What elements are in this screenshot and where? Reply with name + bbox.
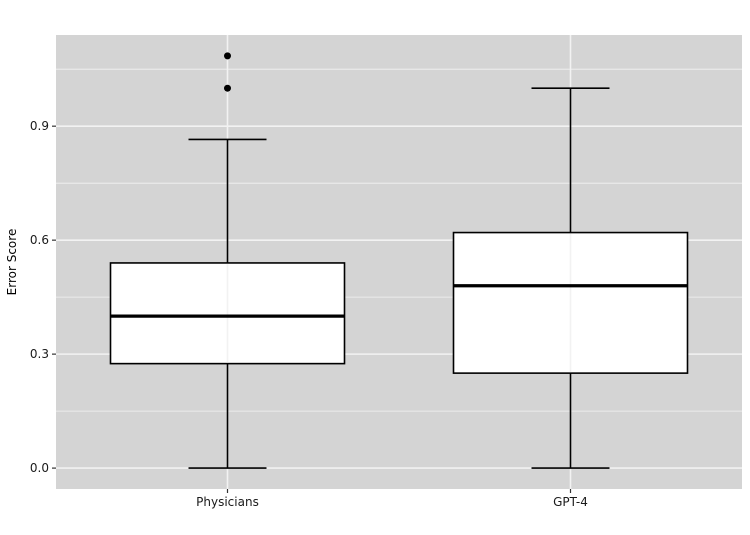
y-tick-label: 0.3 [30,347,49,361]
x-tick-label: GPT-4 [553,495,588,509]
outlier-point [224,52,231,60]
boxes [109,52,689,469]
x-tick-label: Physicians [196,495,259,509]
box-gpt-4 [452,87,689,469]
box-physicians [109,52,346,469]
outlier-point [224,84,231,92]
y-tick-label: 0.0 [30,461,49,475]
axes: 0.0 0.3 0.6 0.9 Physicians GPT-4 [30,119,588,509]
y-axis-title: Error Score [5,229,19,296]
y-tick-label: 0.9 [30,119,49,133]
y-tick-label: 0.6 [30,233,49,247]
